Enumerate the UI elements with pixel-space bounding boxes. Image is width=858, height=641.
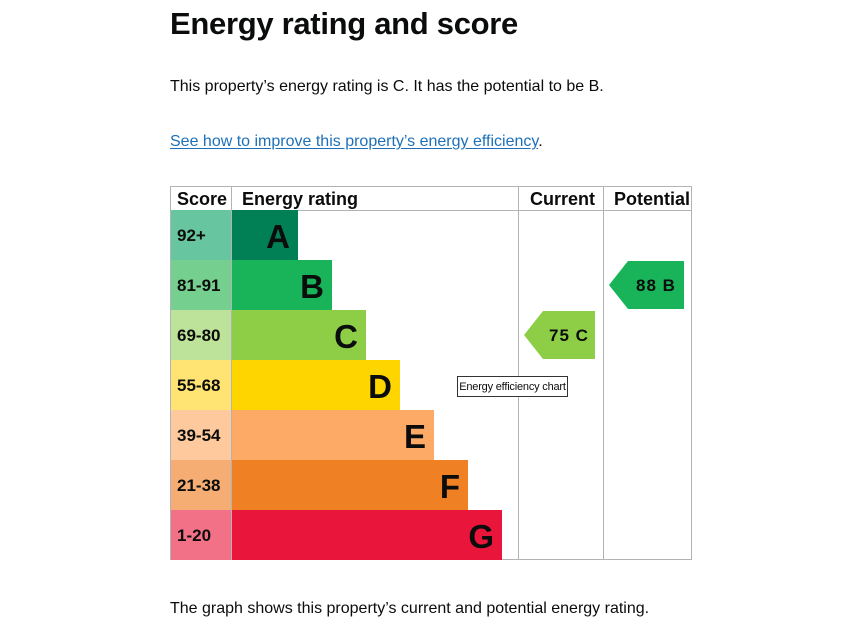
column-header-potential: Potential xyxy=(614,189,690,209)
rating-letter: B xyxy=(300,268,324,305)
link-suffix: . xyxy=(538,133,543,150)
chart-caption: The graph shows this property’s current … xyxy=(170,600,650,617)
score-cell xyxy=(171,260,231,310)
energy-rating-summary: This property’s energy rating is C. It h… xyxy=(170,78,604,95)
chart-tooltip: Energy efficiency chart xyxy=(457,376,568,397)
rating-letter: A xyxy=(266,218,290,255)
current-rating-arrow xyxy=(524,311,595,359)
rating-letter: C xyxy=(334,318,358,355)
rating-letter: E xyxy=(404,418,426,455)
score-cell xyxy=(171,210,231,260)
score-label: 39-54 xyxy=(177,426,221,445)
score-cell xyxy=(171,410,231,460)
current-rating-label: 75 C xyxy=(549,326,589,345)
improve-link-line: See how to improve this property’s energ… xyxy=(170,133,543,151)
score-label: 1-20 xyxy=(177,526,211,545)
page-title: Energy rating and score xyxy=(170,6,518,41)
score-label: 55-68 xyxy=(177,376,220,395)
rating-bar-a xyxy=(232,210,298,260)
column-header-rating: Energy rating xyxy=(242,189,358,209)
score-label: 81-91 xyxy=(177,276,220,295)
rating-bar-e xyxy=(232,410,434,460)
score-cell xyxy=(171,510,231,560)
column-header-current: Current xyxy=(530,189,595,209)
rating-bar-b xyxy=(232,260,332,310)
score-cell xyxy=(171,310,231,360)
score-label: 69-80 xyxy=(177,326,220,345)
potential-rating-arrow xyxy=(609,261,684,309)
rating-bar-g xyxy=(232,510,502,560)
rating-bar-f xyxy=(232,460,468,510)
potential-rating-label: 88 B xyxy=(636,276,676,295)
rating-bar-c xyxy=(232,310,366,360)
rating-letter: G xyxy=(468,518,494,555)
column-header-score: Score xyxy=(177,189,227,209)
improve-efficiency-link[interactable]: See how to improve this property’s energ… xyxy=(170,133,539,150)
score-label: 92+ xyxy=(177,226,206,245)
rating-letter: D xyxy=(368,368,392,405)
score-cell xyxy=(171,460,231,510)
score-cell xyxy=(171,360,231,410)
rating-letter: F xyxy=(440,468,460,505)
score-label: 21-38 xyxy=(177,476,220,495)
rating-bar-d xyxy=(232,360,400,410)
